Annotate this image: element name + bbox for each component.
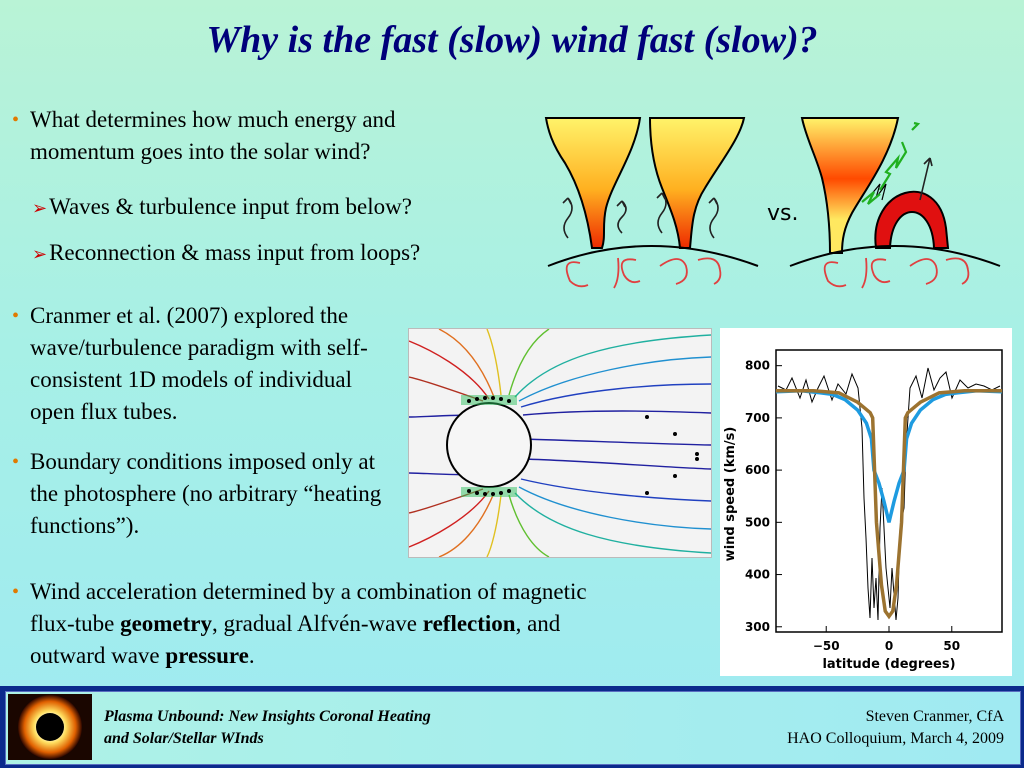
y-tick-label: 300	[745, 620, 770, 634]
vs-label: vs.	[767, 201, 798, 226]
model-series-fast	[775, 388, 1003, 523]
sub-bullet-text: Waves & turbulence input from below?	[49, 194, 412, 219]
footer-venue-date: HAO Colloquium, March 4, 2009	[787, 730, 1004, 747]
footer-talk-title: Plasma Unbound: New Insights Coronal Hea…	[104, 706, 431, 750]
bullet-text: Boundary conditions imposed only at the …	[30, 449, 382, 538]
bullet-dot-icon: •	[12, 451, 20, 473]
bullet-energy-momentum: • What determines how much energy and mo…	[12, 104, 500, 168]
observed-noisy-line	[777, 367, 1001, 621]
x-tick-label: 0	[885, 639, 893, 653]
footer-author: Steven Cranmer, CfA	[865, 708, 1004, 725]
y-tick-label: 600	[745, 463, 770, 477]
sub-bullet-reconnection: ➢Reconnection & mass input from loops?	[32, 238, 522, 269]
bullet-text-mid: , gradual Alfvén-wave	[212, 611, 423, 636]
x-axis-label: latitude (degrees)	[822, 657, 955, 672]
solar-eclipse-icon	[8, 694, 92, 760]
footer-author-info: Steven Cranmer, CfA HAO Colloquium, Marc…	[787, 706, 1004, 750]
waves-diagram	[544, 117, 759, 289]
bold-reflection: reflection	[422, 611, 516, 636]
bullet-text-mid2: , and outward wave	[30, 611, 561, 668]
bullet-dot-icon: •	[12, 305, 20, 327]
model-series-slow	[776, 388, 1002, 620]
reconnection-diagram	[789, 117, 1001, 289]
bullet-text-end: .	[248, 643, 255, 668]
y-tick-label: 400	[745, 568, 770, 582]
footer-title-line2: and Solar/Stellar WInds	[104, 730, 264, 747]
bullet-cranmer: • Cranmer et al. (2007) explored the wav…	[12, 300, 395, 428]
bullet-dot-icon: •	[12, 581, 20, 603]
sub-bullet-waves: ➢Waves & turbulence input from below?	[32, 192, 512, 223]
slide-title: Why is the fast (slow) wind fast (slow)?	[206, 19, 818, 61]
footer-panel	[5, 691, 1021, 765]
bullet-dot-icon: •	[12, 109, 20, 131]
bold-geometry: geometry	[120, 611, 213, 636]
bullet-boundary: • Boundary conditions imposed only at th…	[12, 446, 385, 542]
y-tick-label: 700	[745, 411, 770, 425]
y-tick-label: 500	[745, 515, 770, 529]
flux-tube-diagram: vs.	[544, 117, 1001, 289]
arrow-icon: ➢	[32, 198, 48, 218]
x-tick-label: 50	[943, 639, 960, 653]
bold-pressure: pressure	[165, 643, 249, 668]
x-tick-label: −50	[813, 639, 840, 653]
y-axis-label: wind speed (km/s)	[723, 427, 738, 562]
wind-speed-chart: 300 400 500 600 700 800 −50 0 50 wind speed (km…	[723, 349, 1003, 672]
bullet-text-pre: Wind acceleration determined by a combin…	[30, 579, 587, 636]
sub-bullet-text: Reconnection & mass input from loops?	[49, 240, 421, 265]
wind-speed-chart-panel: 300 400 500 600 700 800 −50 0 50 wind speed (km…	[720, 328, 1012, 676]
y-tick-label: 800	[745, 359, 770, 373]
bullet-wind-acceleration: • Wind acceleration determined by a comb…	[12, 576, 630, 672]
bullet-text: Cranmer et al. (2007) explored the wave/…	[30, 303, 368, 424]
bullet-text: What determines how much energy and mome…	[30, 107, 396, 164]
arrow-icon: ➢	[32, 244, 48, 264]
footer-title-line1: Plasma Unbound: New Insights Coronal Hea…	[104, 708, 431, 725]
field-lines-plot	[408, 328, 712, 558]
field-lines-panel	[408, 328, 712, 558]
